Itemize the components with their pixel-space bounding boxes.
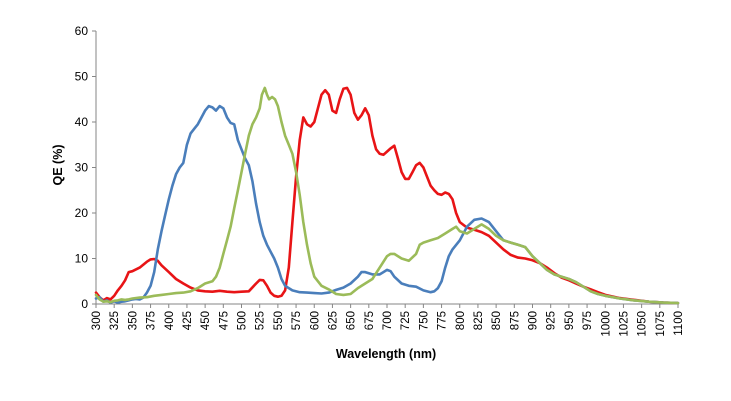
y-tick-label: 20 <box>75 206 89 220</box>
y-tick-label: 40 <box>75 115 89 129</box>
x-tick-label: 1100 <box>673 311 685 336</box>
x-tick-label: 675 <box>364 311 376 330</box>
x-tick-label: 525 <box>255 311 267 330</box>
series-line-1 <box>94 86 680 305</box>
x-tick-label: 575 <box>291 311 303 330</box>
series-line-3 <box>94 86 680 305</box>
x-tick-label: 775 <box>437 311 449 330</box>
x-tick-label: 625 <box>327 311 339 330</box>
x-tick-label: 925 <box>546 311 558 330</box>
x-tick-label: 1075 <box>655 311 667 337</box>
x-tick-label: 600 <box>309 311 321 330</box>
x-tick-label: 950 <box>564 311 576 330</box>
y-tick-label: 60 <box>75 24 89 38</box>
y-tick-labels: 0 10 20 30 40 50 60 <box>75 24 89 311</box>
x-tick-label: 550 <box>273 311 285 330</box>
x-tick-label: 450 <box>200 311 212 330</box>
x-tick-label: 1050 <box>637 311 649 337</box>
x-tick-label: 875 <box>509 311 521 330</box>
x-tick-label: 700 <box>382 311 394 330</box>
y-axis-title: QE (%) <box>51 145 65 186</box>
x-tick-label: 1025 <box>618 311 630 337</box>
y-tick-label: 0 <box>81 297 88 311</box>
x-tick-label: 325 <box>109 311 121 330</box>
x-tick-labels: 300 325 350 375 400 425 450 475 500 525 550 575 600 6… <box>91 311 685 337</box>
x-axis-title: Wavelength (nm) <box>336 347 436 361</box>
x-tick-label: 800 <box>455 311 467 330</box>
x-tick-label: 350 <box>127 311 139 330</box>
x-tick-label: 850 <box>491 311 503 330</box>
x-tick-label: 400 <box>164 311 176 330</box>
y-tick-label: 30 <box>75 161 89 175</box>
x-tick-label: 825 <box>473 311 485 330</box>
x-tick-label: 300 <box>91 311 103 330</box>
series-line-2 <box>94 104 680 305</box>
y-tick-label: 10 <box>75 252 89 266</box>
x-tick-label: 500 <box>237 311 249 330</box>
x-tick-label: 900 <box>528 311 540 330</box>
chart-series <box>94 86 680 305</box>
y-tick-label: 50 <box>75 70 89 84</box>
x-tick-label: 475 <box>218 311 230 330</box>
x-tick-label: 1000 <box>600 311 612 337</box>
x-tick-label: 975 <box>582 311 594 330</box>
x-tick-label: 725 <box>400 311 412 330</box>
x-tick-label: 650 <box>346 311 358 330</box>
x-tick-label: 750 <box>418 311 430 330</box>
x-tick-label: 375 <box>146 311 158 330</box>
chart-axes <box>92 30 679 308</box>
x-tick-label: 425 <box>182 311 194 330</box>
